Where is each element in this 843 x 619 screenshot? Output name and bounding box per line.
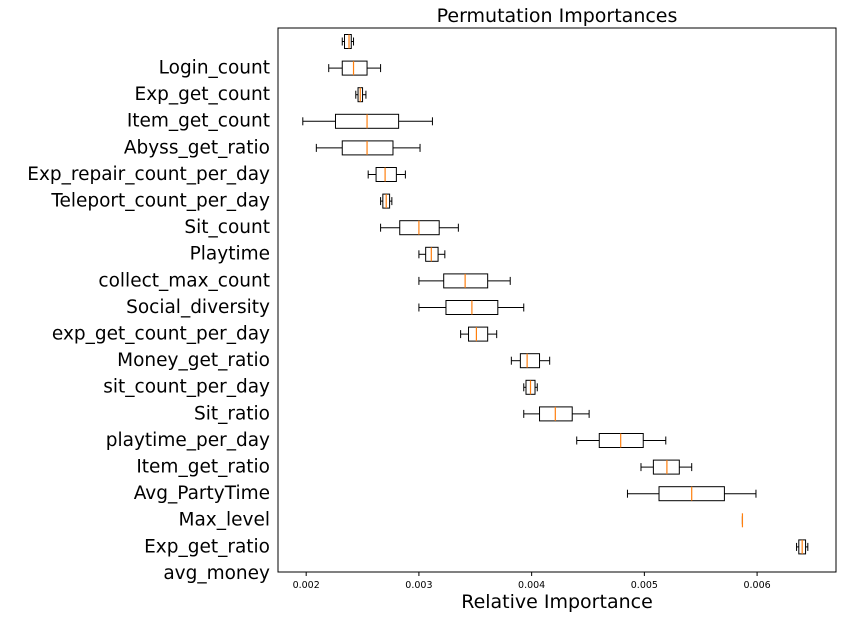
iqr-box xyxy=(468,326,489,342)
box-15 xyxy=(576,433,667,448)
x-tick-label: 0.006 xyxy=(743,580,770,591)
box-1 xyxy=(328,60,382,76)
category-label: Exp_get_ratio xyxy=(144,536,270,557)
iqr-box xyxy=(519,353,541,369)
category-label: Max_level xyxy=(179,510,271,531)
box-8 xyxy=(418,246,446,262)
box-7 xyxy=(380,220,459,236)
category-label: exp_get_count_per_day xyxy=(52,324,270,345)
box-17 xyxy=(626,486,757,502)
category-label: Social_diversity xyxy=(126,297,270,318)
chart-title: Permutation Importances xyxy=(437,5,678,27)
x-axis-label: Relative Importance xyxy=(461,591,653,613)
category-label: Playtime xyxy=(190,244,270,265)
category-label: Item_get_count xyxy=(127,111,270,132)
x-tick-label: 0.003 xyxy=(405,580,432,591)
category-label: Item_get_ratio xyxy=(136,457,270,478)
box-3 xyxy=(302,113,433,129)
category-label: Money_get_ratio xyxy=(117,350,270,371)
category-labels: Login_count Exp_get_count Item_get_count Ab… xyxy=(27,58,270,584)
x-tick-label: 0.002 xyxy=(293,580,320,591)
iqr-box xyxy=(375,167,397,182)
boxes-layer xyxy=(302,34,809,555)
x-tick-label: 0.005 xyxy=(631,580,658,591)
category-label: Avg_PartyTime xyxy=(134,483,270,504)
category-label: Teleport_count_per_day xyxy=(50,191,270,212)
category-label: Sit_count xyxy=(184,217,270,238)
box-14 xyxy=(523,406,590,422)
category-label: collect_max_count xyxy=(98,270,270,291)
iqr-box xyxy=(344,34,352,49)
category-label: avg_money xyxy=(163,563,270,584)
box-0 xyxy=(341,34,355,49)
box-10 xyxy=(418,300,525,315)
box-6 xyxy=(380,193,393,209)
x-tick-label: 0.004 xyxy=(518,580,545,591)
category-label: Abyss_get_ratio xyxy=(124,137,270,158)
box-4 xyxy=(315,140,421,156)
category-label: sit_count_per_day xyxy=(103,377,270,398)
box-5 xyxy=(367,167,406,182)
category-label: playtime_per_day xyxy=(106,430,270,451)
box-19 xyxy=(796,539,809,555)
category-label: Login_count xyxy=(159,58,270,79)
box-13 xyxy=(523,379,538,395)
plot-area-frame xyxy=(277,27,837,573)
iqr-box xyxy=(341,60,368,76)
category-label: Sit_ratio xyxy=(194,403,270,424)
box-12 xyxy=(510,353,551,369)
category-label: Exp_get_count xyxy=(135,84,270,105)
box-16 xyxy=(640,459,693,475)
box-11 xyxy=(460,326,498,342)
box-2 xyxy=(355,87,367,103)
category-label: Exp_repair_count_per_day xyxy=(27,164,270,185)
box-9 xyxy=(418,273,511,289)
x-axis-ticks: 0.002 0.003 0.004 0.005 0.006 xyxy=(293,572,771,591)
